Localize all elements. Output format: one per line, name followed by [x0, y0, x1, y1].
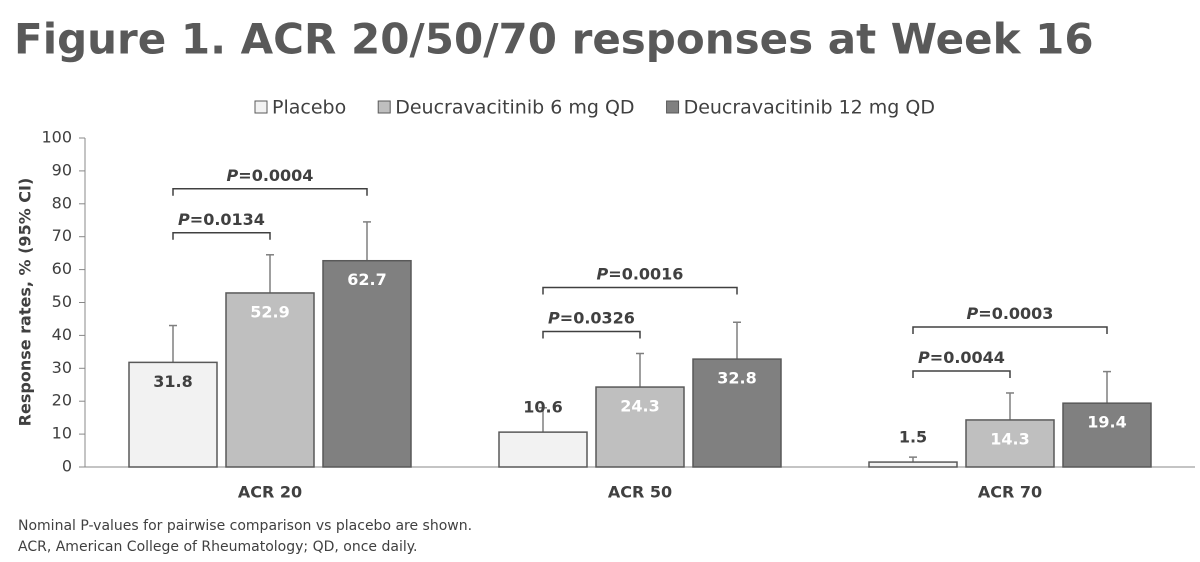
- x-tick-label: ACR 20: [238, 483, 302, 502]
- bar: [128, 361, 218, 468]
- y-tick-label: 70: [52, 226, 72, 245]
- comparison-bracket: [912, 326, 1108, 334]
- legend-swatch: [254, 100, 268, 114]
- data-label: 1.5: [899, 428, 927, 447]
- y-tick-label: 90: [52, 160, 72, 179]
- legend-label: Deucravacitinib 6 mg QD: [395, 97, 634, 119]
- comparison-label: P=0.0044: [918, 347, 1005, 366]
- bar: [225, 292, 315, 468]
- data-label: 19.4: [1087, 413, 1126, 432]
- footnote: ACR, American College of Rheumatology; Q…: [18, 539, 417, 555]
- x-tick-label: ACR 70: [978, 483, 1042, 502]
- bar: [868, 461, 958, 468]
- comparison-label: P=0.0326: [548, 308, 635, 327]
- legend-label: Placebo: [272, 97, 346, 119]
- comparison-label: P=0.0004: [227, 165, 314, 184]
- x-tick-label: ACR 50: [608, 483, 672, 502]
- y-tick-label: 60: [52, 259, 72, 278]
- y-tick-label: 80: [52, 193, 72, 212]
- chart-title: Figure 1. ACR 20/50/70 responses at Week…: [14, 15, 1094, 64]
- comparison-bracket: [542, 286, 738, 295]
- data-label: 62.7: [347, 270, 386, 289]
- data-label: 32.8: [717, 369, 756, 388]
- y-tick-label: 100: [41, 128, 72, 147]
- data-label: 14.3: [990, 429, 1029, 448]
- comparison-bracket: [172, 188, 368, 196]
- bar: [498, 431, 588, 468]
- bar: [692, 358, 782, 468]
- bar: [595, 386, 685, 468]
- comparison-label: P=0.0016: [597, 264, 684, 283]
- y-tick-label: 30: [52, 358, 72, 377]
- comparison-bracket: [172, 232, 271, 240]
- y-axis-label: Response rates, % (95% CI): [16, 178, 35, 427]
- data-label: 52.9: [250, 302, 289, 321]
- comparison-label: P=0.0003: [967, 303, 1054, 322]
- y-tick-label: 40: [52, 325, 72, 344]
- data-label: 10.6: [523, 398, 562, 417]
- y-tick-label: 0: [62, 457, 72, 476]
- comparison-bracket: [542, 330, 641, 339]
- bar: [965, 419, 1055, 468]
- bar: [1062, 402, 1152, 468]
- y-tick-label: 20: [52, 391, 72, 410]
- legend-label: Deucravacitinib 12 mg QD: [684, 97, 935, 119]
- legend-swatch: [666, 100, 680, 114]
- y-tick-label: 50: [52, 292, 72, 311]
- data-label: 24.3: [620, 397, 659, 416]
- data-label: 31.8: [153, 372, 192, 391]
- footnote: Nominal P-values for pairwise comparison…: [18, 518, 472, 534]
- y-tick-label: 10: [52, 424, 72, 443]
- legend-swatch: [377, 100, 391, 114]
- comparison-bracket: [912, 370, 1011, 378]
- bar: [322, 259, 412, 468]
- comparison-label: P=0.0134: [178, 209, 265, 228]
